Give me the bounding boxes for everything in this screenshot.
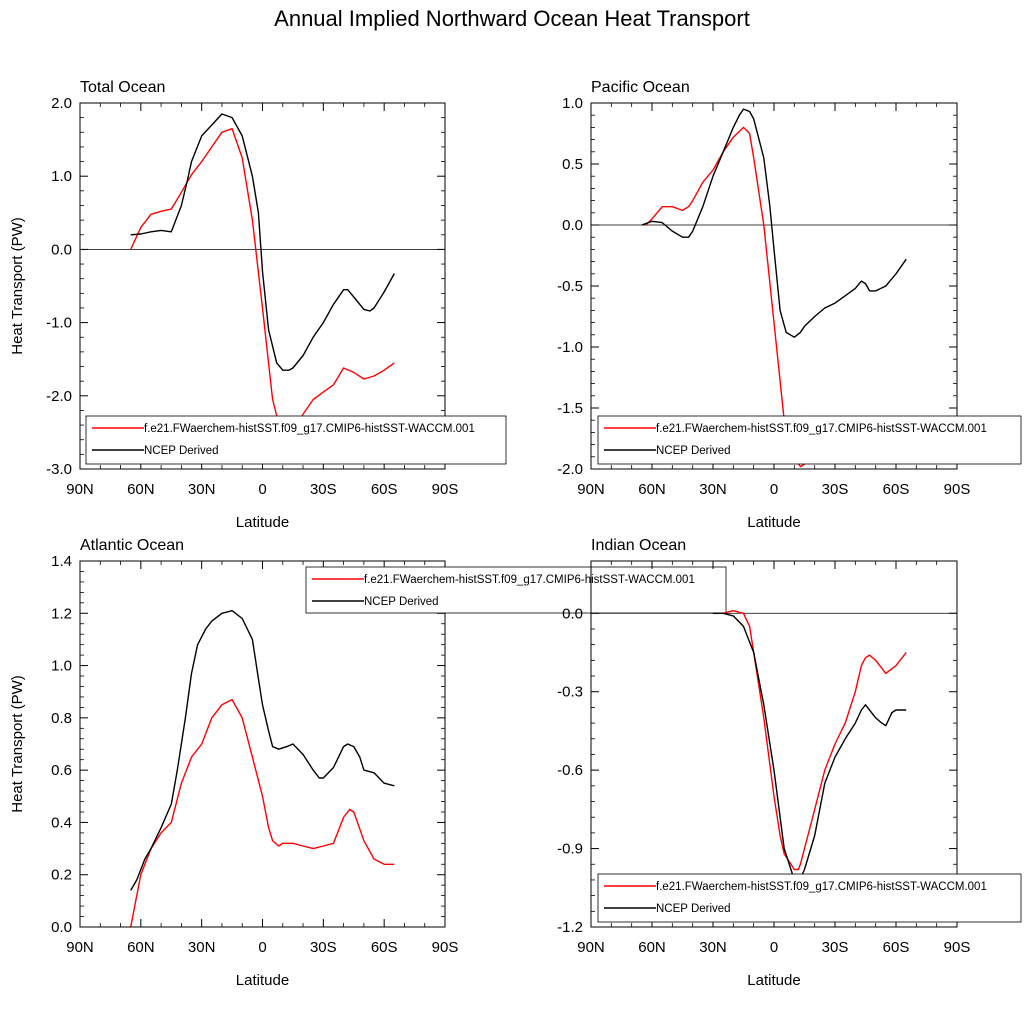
y-tick-label: -0.5 [557, 278, 583, 295]
x-axis-label: Latitude [236, 972, 289, 989]
y-tick-label: -0.3 [557, 684, 583, 701]
plot-frame [590, 560, 958, 928]
y-tick-label: 0.5 [562, 156, 583, 173]
panel-title: Total Ocean [80, 79, 165, 96]
legend: f.e21.FWaerchem-histSST.f09_g17.CMIP6-hi… [305, 566, 727, 614]
x-tick-label: 60N [638, 481, 666, 498]
y-tick-label: 0.6 [51, 762, 72, 779]
x-tick-label: 90S [432, 481, 459, 498]
x-tick-label: 0 [770, 939, 778, 956]
legend-box [597, 873, 1022, 923]
ncep-series-line [641, 108, 907, 338]
y-tick-label: -1.0 [557, 339, 583, 356]
panel-total-ocean: Total Ocean 90N 60N 30N 0 30S 60S 90S -3.0 -2.0 -1… [9, 79, 507, 531]
legend-box [305, 566, 727, 614]
x-tick-label: 30S [310, 481, 337, 498]
y-tick-label: -1.0 [46, 315, 72, 332]
figure-title: Annual Implied Northward Ocean Heat Tran… [274, 6, 750, 31]
y-tick-label: 1.4 [51, 553, 72, 570]
legend-label: f.e21.FWaerchem-histSST.f09_g17.CMIP6-hi… [656, 881, 987, 893]
panel-indian-ocean: Indian Ocean 90N 60N 30N 0 30S 60S 90S -1.2 -0.9 -… [557, 537, 1022, 989]
x-axis-label: Latitude [747, 514, 800, 531]
x-tick-label: 90N [66, 939, 94, 956]
y-tick-label: 1.0 [51, 168, 72, 185]
panel-atlantic-ocean: Atlantic Ocean 90N 60N 30N 0 30S 60S 90S 0.0 0.2 0… [9, 537, 727, 989]
panel-title: Indian Ocean [591, 537, 686, 554]
x-tick-label: 30N [188, 939, 216, 956]
legend-label: NCEP Derived [364, 596, 439, 608]
legend-label: NCEP Derived [656, 445, 731, 457]
y-tick-label: 1.2 [51, 605, 72, 622]
x-tick-label: 60N [127, 939, 155, 956]
y-tick-label: -1.2 [557, 919, 583, 936]
x-tick-label: 60S [883, 939, 910, 956]
y-tick-label: 0.2 [51, 867, 72, 884]
y-tick-label: 0.4 [51, 814, 72, 831]
plot-frame [79, 560, 446, 928]
y-tick-label: 0.0 [51, 919, 72, 936]
y-tick-label: -2.0 [46, 388, 72, 405]
ncep-series-line [130, 610, 395, 891]
legend: f.e21.FWaerchem-histSST.f09_g17.CMIP6-hi… [597, 873, 1022, 923]
x-tick-label: 30N [699, 939, 727, 956]
panel-title: Pacific Ocean [591, 79, 690, 96]
y-tick-label: 0.0 [562, 217, 583, 234]
legend-box [597, 415, 1022, 465]
y-tick-label: -3.0 [46, 461, 72, 478]
x-tick-label: 60S [371, 939, 398, 956]
y-axis-label: Heat Transport (PW) [9, 675, 26, 813]
y-tick-label: -1.5 [557, 400, 583, 417]
x-tick-label: 0 [258, 481, 266, 498]
x-tick-label: 60N [127, 481, 155, 498]
panel-title: Atlantic Ocean [80, 537, 184, 554]
legend: f.e21.FWaerchem-histSST.f09_g17.CMIP6-hi… [85, 415, 507, 465]
x-axis-label: Latitude [747, 972, 800, 989]
plot-frame [79, 102, 446, 470]
x-tick-label: 0 [770, 481, 778, 498]
y-tick-label: 0.0 [562, 605, 583, 622]
legend-label: f.e21.FWaerchem-histSST.f09_g17.CMIP6-hi… [656, 423, 987, 435]
x-tick-label: 90S [944, 481, 971, 498]
y-tick-label: 2.0 [51, 95, 72, 112]
legend-label: NCEP Derived [144, 445, 219, 457]
x-tick-label: 90N [577, 939, 605, 956]
legend-label: f.e21.FWaerchem-histSST.f09_g17.CMIP6-hi… [144, 423, 475, 435]
y-tick-label: 1.0 [562, 95, 583, 112]
plot-frame [590, 102, 958, 470]
x-tick-label: 90N [577, 481, 605, 498]
x-tick-label: 60S [371, 481, 398, 498]
x-tick-label: 90N [66, 481, 94, 498]
y-axis-label: Heat Transport (PW) [9, 217, 26, 355]
panel-pacific-ocean: Pacific Ocean 90N 60N 30N 0 30S 60S 90S -2.0 -1.5… [557, 79, 1022, 531]
x-tick-label: 30N [699, 481, 727, 498]
y-tick-label: -2.0 [557, 461, 583, 478]
x-tick-label: 30S [822, 939, 849, 956]
x-tick-label: 30S [822, 481, 849, 498]
y-tick-label: -0.9 [557, 841, 583, 858]
x-tick-label: 30N [188, 481, 216, 498]
legend: f.e21.FWaerchem-histSST.f09_g17.CMIP6-hi… [597, 415, 1022, 465]
legend-label: NCEP Derived [656, 903, 731, 915]
x-axis-label: Latitude [236, 514, 289, 531]
x-tick-label: 90S [432, 939, 459, 956]
model-series-line [130, 127, 395, 441]
y-tick-label: 1.0 [51, 658, 72, 675]
y-tick-label: 0.0 [51, 241, 72, 258]
ncep-series-line [713, 612, 907, 884]
x-tick-label: 30S [310, 939, 337, 956]
y-tick-label: -0.6 [557, 762, 583, 779]
legend-box [85, 415, 507, 465]
x-tick-label: 90S [944, 939, 971, 956]
model-series-line [713, 610, 907, 871]
legend-label: f.e21.FWaerchem-histSST.f09_g17.CMIP6-hi… [364, 574, 695, 586]
ncep-series-line [130, 113, 395, 371]
x-tick-label: 60S [883, 481, 910, 498]
x-tick-label: 0 [258, 939, 266, 956]
model-series-line [130, 698, 395, 928]
x-tick-label: 60N [638, 939, 666, 956]
y-tick-label: 0.8 [51, 710, 72, 727]
